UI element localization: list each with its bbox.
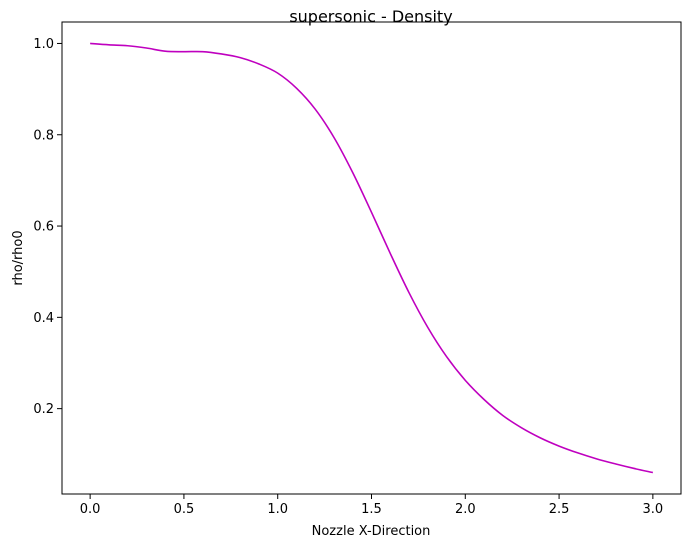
x-tick-label: 0.5 (174, 502, 195, 517)
y-axis-label: rho/rho0 (11, 230, 26, 285)
x-tick-label: 2.5 (549, 502, 570, 517)
y-tick-label: 0.4 (33, 311, 54, 326)
y-tick-label: 1.0 (33, 37, 54, 52)
x-tick-label: 1.0 (267, 502, 288, 517)
x-tick-label: 1.5 (361, 502, 382, 517)
plot-area (90, 42, 654, 474)
y-tick-label: 0.6 (33, 220, 54, 235)
density-series-line (90, 42, 654, 474)
chart-title: supersonic - Density (289, 7, 452, 26)
x-tick-label: 0.0 (80, 502, 101, 517)
x-axis-label: Nozzle X-Direction (312, 524, 431, 539)
y-tick-label: 0.8 (33, 128, 54, 143)
x-tick-label: 3.0 (643, 502, 664, 517)
y-tick-label: 0.2 (33, 402, 54, 417)
x-tick-label: 2.0 (455, 502, 476, 517)
